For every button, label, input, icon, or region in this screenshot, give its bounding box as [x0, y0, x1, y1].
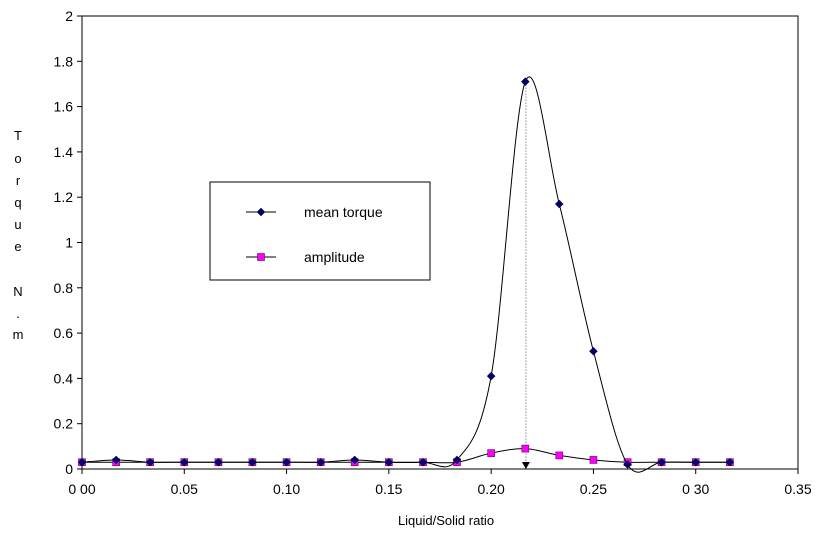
data-point: [521, 444, 530, 453]
y-axis-title-char: T: [14, 128, 22, 143]
data-point: [725, 457, 735, 467]
y-axis-ticks: 0 0.2 0.4 0.6 0.8 1 1.2 1.4 1.6 1.8 2: [54, 8, 82, 477]
legend-marker: [257, 253, 265, 261]
data-point: [418, 457, 428, 467]
data-point: [589, 346, 598, 356]
y-tick-label: 1.8: [54, 53, 74, 69]
legend-marker: [256, 207, 266, 217]
data-point: [384, 457, 394, 467]
y-tick-label: 0.4: [54, 370, 74, 386]
y-tick-label: 2: [65, 8, 73, 24]
data-point: [487, 449, 495, 457]
legend: mean torque amplitude: [209, 181, 431, 281]
y-axis-title-char: q: [14, 195, 21, 210]
data-point: [111, 455, 121, 465]
y-tick-label: 1: [65, 235, 73, 251]
y-axis-title-char: r: [16, 173, 21, 188]
data-point: [77, 457, 87, 467]
legend-item-amplitude: amplitude: [246, 249, 365, 265]
legend-item-mean-torque: mean torque: [246, 204, 383, 220]
data-point: [452, 455, 462, 465]
y-axis-title-char: u: [14, 217, 21, 232]
x-tick-label: 0.10: [273, 481, 300, 497]
data-point: [350, 455, 360, 465]
x-tick-label: 0.15: [375, 481, 402, 497]
y-tick-label: 0: [65, 461, 73, 477]
y-tick-label: 0.6: [54, 325, 74, 341]
x-tick-label: 0 00: [68, 481, 95, 497]
data-point: [589, 456, 598, 464]
y-tick-label: 1.2: [54, 189, 74, 205]
series-layer: [77, 76, 735, 473]
y-tick-label: 0.2: [54, 416, 74, 432]
legend-label: mean torque: [304, 204, 383, 220]
y-axis-title-char: .: [16, 306, 20, 321]
x-tick-label: 0.20: [478, 481, 505, 497]
y-tick-label: 1.6: [54, 99, 74, 115]
series-line: [81, 76, 730, 473]
y-axis-title-char: e: [14, 239, 21, 254]
data-point: [657, 457, 666, 467]
data-point: [554, 199, 564, 209]
data-point: [623, 460, 632, 469]
x-tick-label: 0 30: [682, 481, 709, 497]
data-point: [248, 457, 257, 467]
plot-area: [81, 15, 799, 470]
x-tick-label: 0.05: [171, 481, 198, 497]
data-point: [555, 451, 564, 460]
data-point: [486, 371, 496, 381]
y-tick-label: 0.8: [54, 280, 74, 296]
legend-box: [209, 181, 431, 281]
y-tick-label: 1.4: [54, 144, 74, 160]
data-point: [214, 457, 223, 467]
x-tick-label: 0.25: [580, 481, 607, 497]
data-point: [179, 457, 189, 467]
data-point: [691, 457, 701, 467]
y-axis-title-char: m: [13, 327, 24, 342]
x-axis-ticks: 0 00 0.05 0.10 0.15 0.20 0.25 0 30 0.35: [68, 469, 812, 497]
legend-label: amplitude: [304, 249, 365, 265]
data-point: [316, 457, 326, 467]
peak-arrow: [521, 462, 530, 469]
x-axis-title: Liquid/Solid ratio: [398, 513, 494, 528]
plot-frame: [81, 15, 799, 470]
y-axis-title-char: N: [13, 284, 22, 299]
data-point: [282, 457, 291, 467]
data-point: [145, 457, 155, 467]
y-axis-title-char: o: [14, 151, 21, 166]
series-mean-torque: [77, 76, 735, 473]
x-tick-label: 0.35: [784, 481, 811, 497]
data-point: [520, 77, 530, 87]
series-line: [82, 448, 730, 464]
